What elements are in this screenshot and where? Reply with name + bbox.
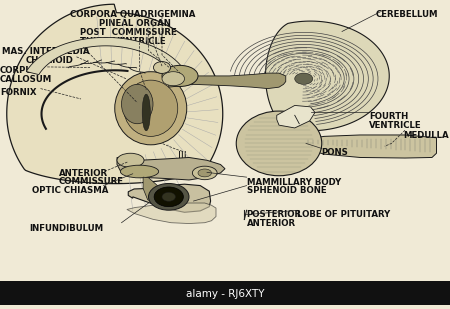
Text: CORPUS: CORPUS [0,66,40,75]
Ellipse shape [295,73,313,84]
Text: LOBE OF PITUITARY: LOBE OF PITUITARY [297,210,390,219]
Text: INFUNDIBULUM: INFUNDIBULUM [30,223,104,233]
Text: POST  COMMISSURE: POST COMMISSURE [80,28,176,37]
Bar [0,281,450,305]
Text: CALLOSUM: CALLOSUM [0,74,52,83]
Text: ANTERIOR: ANTERIOR [247,219,296,228]
Text: OPTIC CHIASMA: OPTIC CHIASMA [32,186,109,195]
Ellipse shape [142,94,150,131]
Polygon shape [128,184,211,212]
Text: PONS: PONS [322,148,349,158]
Text: MEDULLA: MEDULLA [403,131,448,140]
Ellipse shape [115,72,187,145]
Text: COMMISSURE: COMMISSURE [58,177,123,186]
Ellipse shape [193,166,217,180]
Text: III: III [178,151,187,161]
Ellipse shape [154,187,184,207]
Ellipse shape [153,61,171,74]
Polygon shape [143,177,162,203]
Text: CORPORA QUADRIGEMINA: CORPORA QUADRIGEMINA [70,10,195,19]
Ellipse shape [148,184,189,210]
Text: CEREBELLUM: CEREBELLUM [376,10,438,19]
Ellipse shape [117,153,144,167]
Text: VENTRICLE: VENTRICLE [369,121,422,130]
Polygon shape [266,21,389,131]
Text: THIRD VENTRICLE: THIRD VENTRICLE [80,37,165,46]
Text: ANTERIOR: ANTERIOR [58,169,108,178]
Ellipse shape [162,66,198,87]
Ellipse shape [236,111,322,176]
Polygon shape [127,203,216,223]
Polygon shape [26,37,190,84]
Ellipse shape [122,84,153,124]
Polygon shape [297,135,436,158]
Text: POSTERIOR: POSTERIOR [247,210,302,219]
Ellipse shape [198,169,212,177]
Ellipse shape [121,165,158,178]
Text: SPHENOID BONE: SPHENOID BONE [247,186,326,195]
Polygon shape [277,105,315,128]
Text: MAMMILLARY BODY: MAMMILLARY BODY [247,178,341,187]
Polygon shape [117,158,225,180]
Text: CHORIOID: CHORIOID [26,56,74,65]
Ellipse shape [124,80,178,136]
Text: alamy - RJ6XTY: alamy - RJ6XTY [186,289,264,299]
Polygon shape [7,4,223,184]
Text: FORNIX: FORNIX [0,88,36,97]
Polygon shape [169,73,286,89]
Ellipse shape [162,72,184,86]
Text: PINEAL ORGAN: PINEAL ORGAN [99,19,171,28]
Text: FOURTH: FOURTH [369,112,408,121]
Ellipse shape [162,192,176,201]
Text: MAS. INTERMEDIA: MAS. INTERMEDIA [2,47,90,56]
